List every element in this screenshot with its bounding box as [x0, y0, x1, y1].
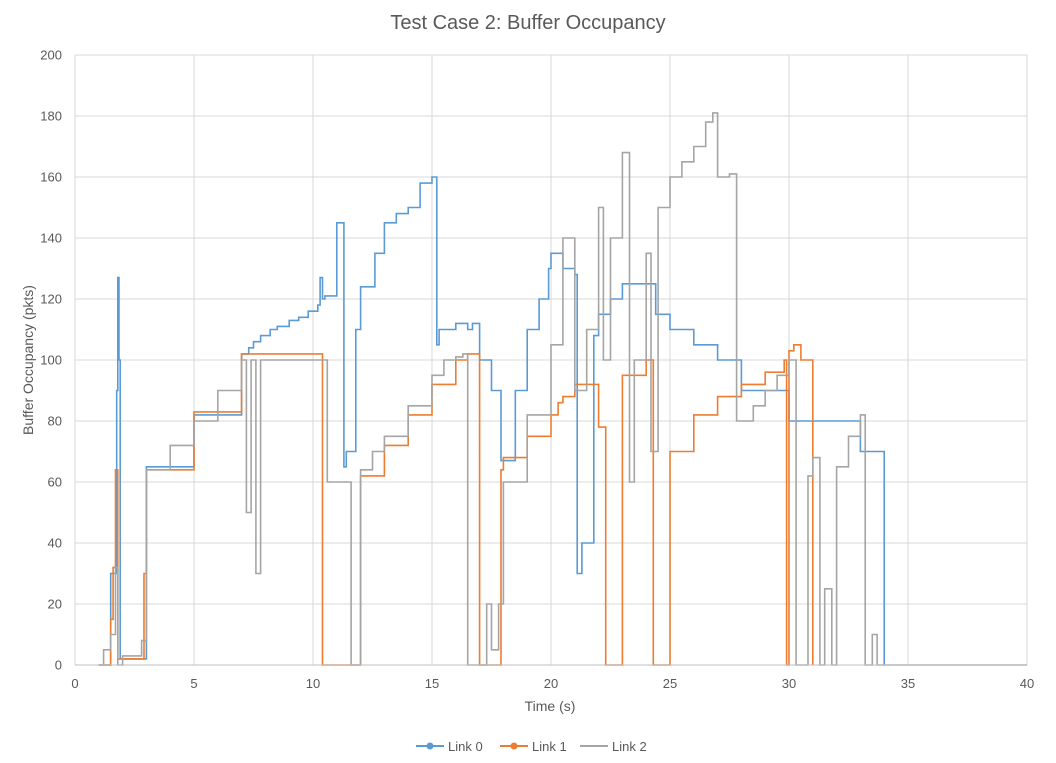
x-tick-label: 40 — [1020, 676, 1034, 691]
x-tick-label: 0 — [71, 676, 78, 691]
x-tick-label: 15 — [425, 676, 439, 691]
x-tick-label: 10 — [306, 676, 320, 691]
y-tick-label: 20 — [48, 597, 62, 612]
y-axis-title: Buffer Occupancy (pkts) — [20, 285, 36, 435]
chart-title: Test Case 2: Buffer Occupancy — [390, 12, 665, 34]
x-tick-label: 30 — [782, 676, 796, 691]
y-tick-label: 120 — [40, 292, 62, 307]
legend-marker — [426, 742, 434, 750]
y-tick-label: 160 — [40, 170, 62, 185]
legend-label: Link 2 — [612, 739, 647, 754]
y-tick-label: 60 — [48, 475, 62, 490]
y-tick-label: 80 — [48, 414, 62, 429]
y-tick-label: 0 — [55, 658, 62, 673]
y-tick-label: 180 — [40, 109, 62, 124]
legend: Link 0 Link 1 Link 2 — [416, 739, 647, 754]
y-tick-label: 140 — [40, 231, 62, 246]
y-tick-label: 40 — [48, 536, 62, 551]
x-tick-label: 35 — [901, 676, 915, 691]
legend-item-link-1: Link 1 — [500, 739, 567, 754]
x-tick-label: 25 — [663, 676, 677, 691]
x-tick-label: 5 — [190, 676, 197, 691]
y-tick-label: 100 — [40, 353, 62, 368]
series-line-link-0 — [98, 176, 885, 666]
legend-label: Link 1 — [532, 739, 567, 754]
legend-item-link-2: Link 2 — [580, 739, 647, 754]
axes: 0 20 40 60 80 100 120 140 160 180 200 0 5 10 15 20 25 30 3… — [40, 48, 1034, 692]
legend-item-link-0: Link 0 — [416, 739, 483, 754]
y-tick-label: 200 — [40, 48, 62, 63]
x-axis-title: Time (s) — [525, 698, 576, 714]
legend-marker — [510, 742, 518, 750]
legend-label: Link 0 — [448, 739, 483, 754]
x-tick-label: 20 — [544, 676, 558, 691]
grid — [74, 54, 1028, 666]
